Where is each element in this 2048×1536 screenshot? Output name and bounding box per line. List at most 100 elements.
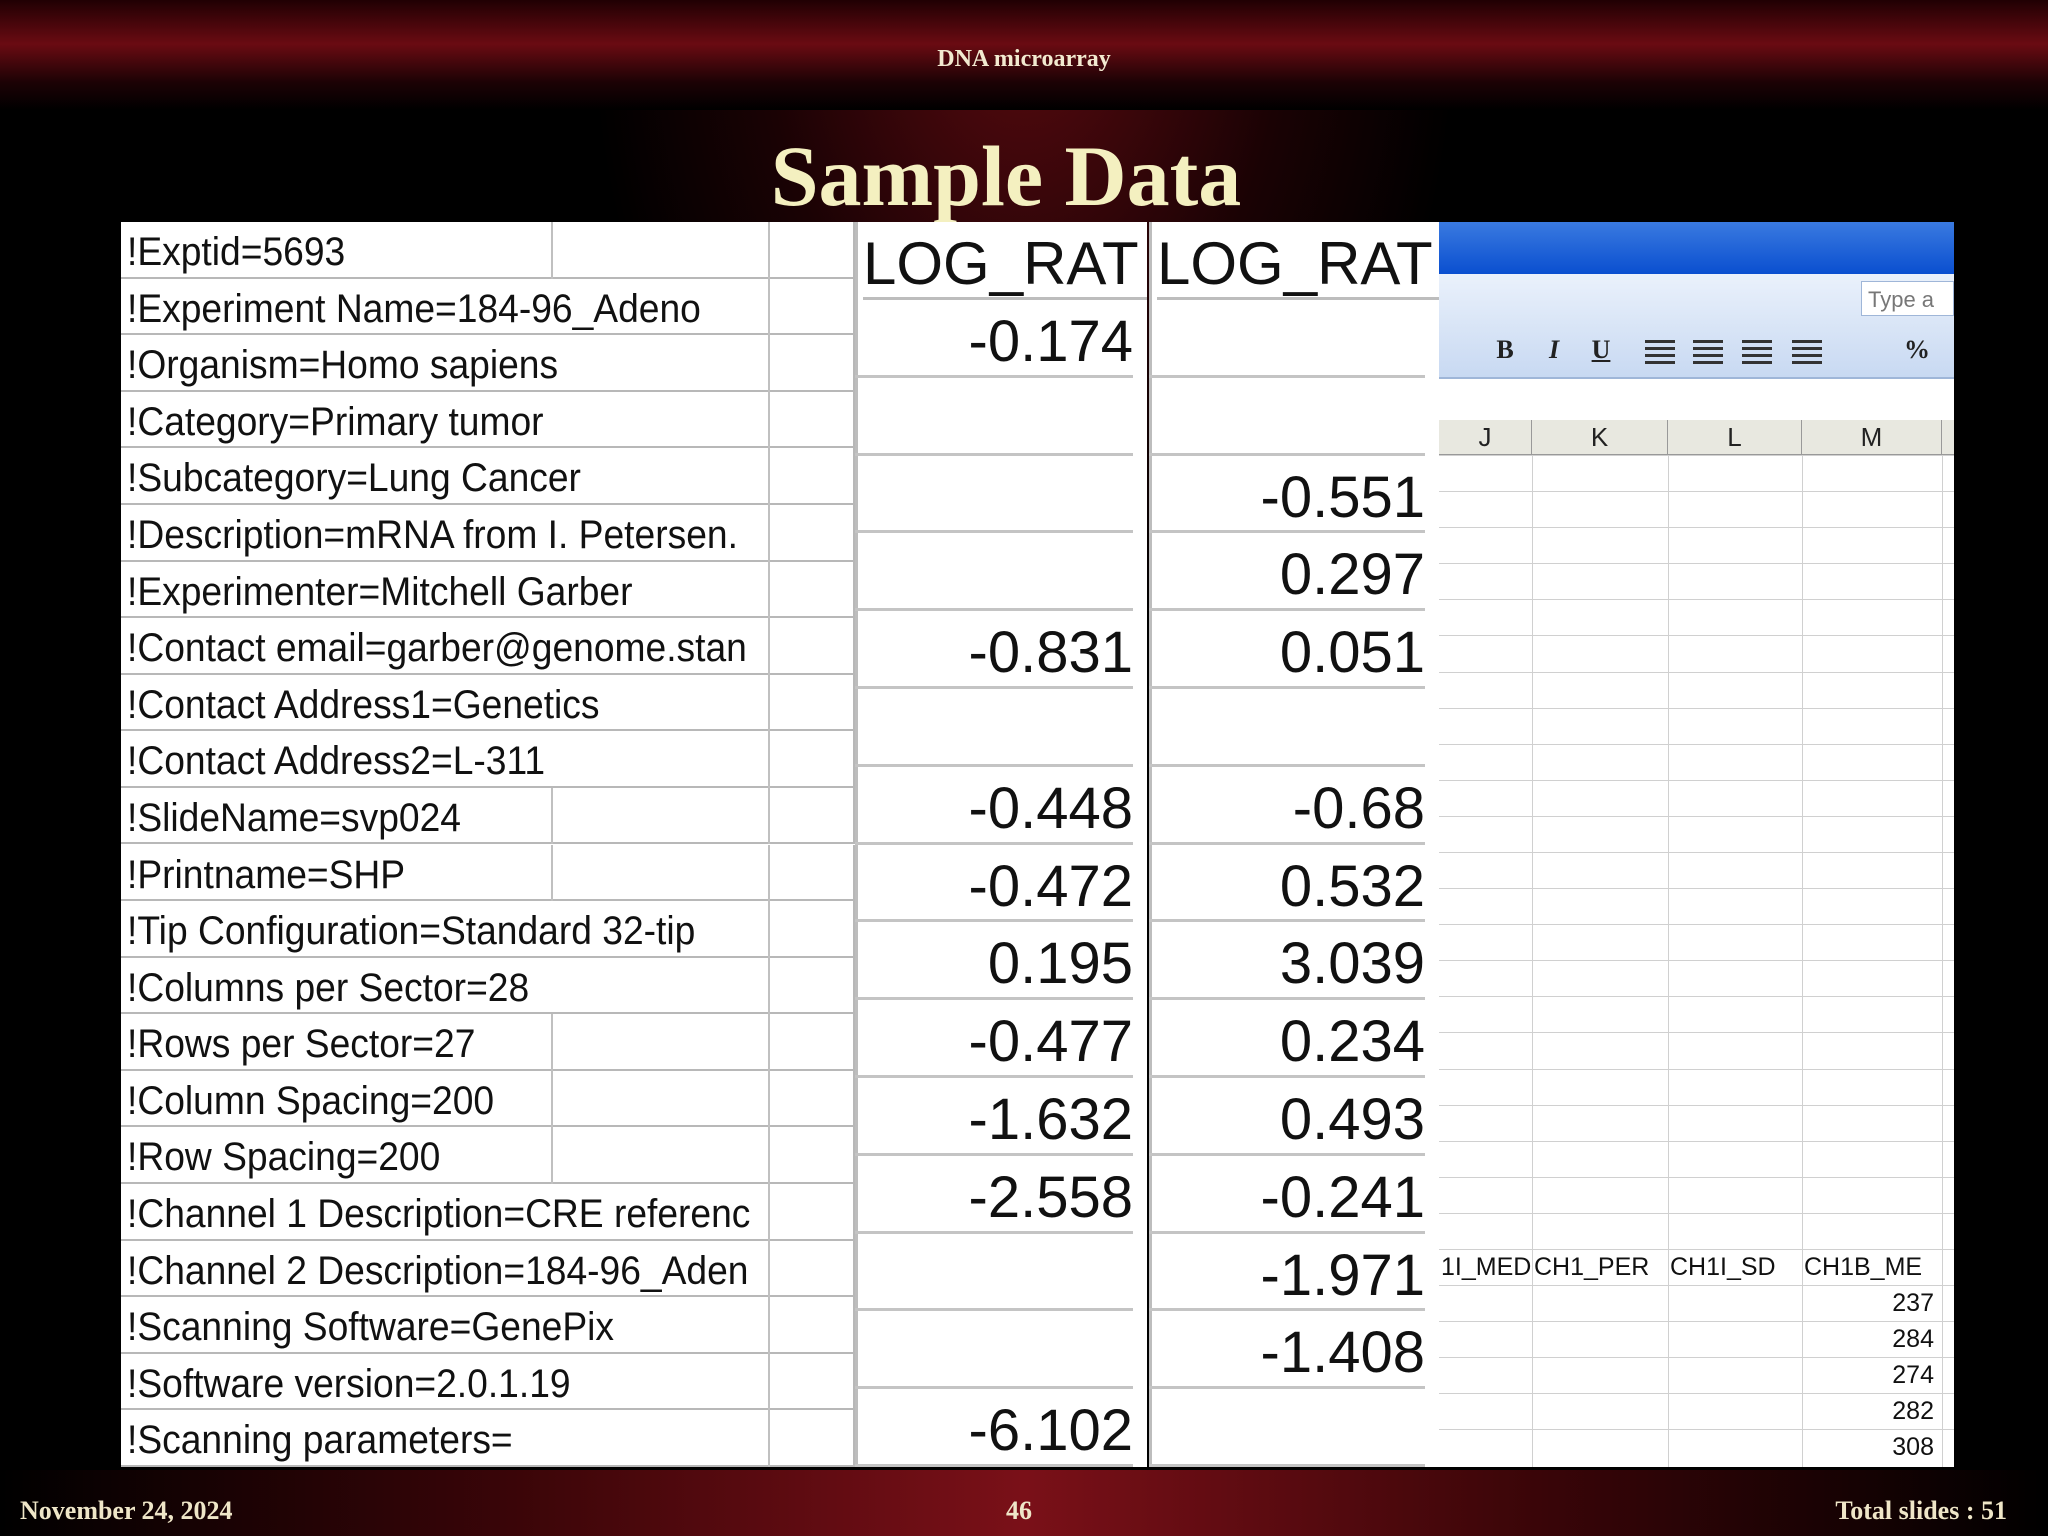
grid-line [1439,1104,1954,1106]
grid-line [768,1184,770,1241]
column-letter: L [1668,420,1802,455]
grid-line [768,391,770,449]
footer-date: November 24, 2024 [20,1496,233,1525]
metadata-row [121,731,855,788]
metadata-row [121,901,855,958]
toolbar-button[interactable]: I [1548,335,1560,364]
grid-line [1439,707,1954,709]
grid-line [1439,1249,1954,1250]
grid-line [768,1014,770,1071]
metadata-row [121,1184,855,1241]
grid-line [768,504,770,562]
grid-line [1439,1429,1954,1431]
metadata-cell: !Row Spacing=200 [127,1135,441,1180]
log-value: -0.448 [855,767,1133,845]
log-value: 0.234 [1149,1000,1425,1078]
column-letter: K [1532,420,1668,455]
grid-line [768,1353,770,1411]
log-value: 0.051 [1149,611,1425,689]
metadata-row [121,391,855,449]
metadata-cell: !Column Spacing=200 [127,1078,495,1123]
metadata-cell: !Rows per Sector=27 [127,1022,476,1067]
log-value: -1.632 [855,1078,1133,1156]
column-letter: J [1439,420,1532,455]
log-value: -1.408 [1149,1311,1425,1390]
grid-line [768,561,770,619]
grid-line [1439,599,1954,601]
slide-title: Sample Data [770,128,1242,224]
metadata-cell: !Channel 2 Description=184-96_Aden [127,1248,749,1293]
grid-line [768,278,770,336]
metadata-row [121,448,855,505]
log-value: 0.532 [1149,845,1425,923]
field-header: CH1_PER [1534,1253,1650,1281]
log-value [855,378,1133,456]
field-header: CH1B_ME [1804,1253,1923,1281]
log-value: -0.551 [1149,456,1425,534]
metadata-cell: !Category=Primary tumor [127,399,544,444]
grid-line [768,1410,770,1467]
grid-line [768,787,770,845]
total-slides: Total slides : 51 [1835,1496,2007,1525]
metadata-cell: !Channel 1 Description=CRE referenc [127,1192,751,1237]
grid-line [1439,1393,1954,1395]
metadata-table [121,222,855,1467]
metadata-cell: !Tip Configuration=Standard 32-tip [127,909,696,954]
grid-line [1439,635,1954,637]
metadata-cell: !Printname=SHP [127,852,406,897]
toolbar-button[interactable]: B [1496,335,1514,364]
metadata-row [121,278,855,336]
metadata-cell: !Description=mRNA from I. Petersen. [127,512,738,557]
slide-number: 46 [1006,1496,1032,1525]
align-icon [1645,340,1675,366]
grid-line [1439,1140,1954,1142]
metadata-row [121,844,855,902]
toolbar-button[interactable]: U [1591,335,1611,364]
metadata-row [121,1353,855,1411]
grid-line [768,222,770,279]
grid-line [1942,455,1943,1467]
log-value [1149,300,1425,378]
metadata-cell: !Experiment Name=184-96_Adeno [127,286,701,331]
log-value [855,456,1133,534]
header-text: DNA microarray [937,46,1111,72]
grid-line [1439,1212,1954,1214]
metadata-row [121,1127,855,1185]
metadata-row [121,957,855,1015]
column-header: LOG_RAT [1157,222,1439,300]
log-value: 3.039 [1149,922,1425,1001]
grid-line [768,448,770,505]
toolbar-button[interactable]: % [1904,335,1930,364]
grid-line [1439,455,1954,456]
cell-value: 284 [1892,1325,1934,1354]
grid-line [768,731,770,788]
align-icon [1792,340,1822,366]
grid-line [551,1070,553,1128]
search-box: Type a [1861,281,1954,316]
log-value [855,1311,1133,1390]
grid-line [551,844,553,902]
align-icon [1693,340,1723,366]
grid-line [1802,455,1803,1467]
metadata-cell: !Scanning parameters= [127,1418,513,1463]
grid-line [768,957,770,1015]
grid-line [551,1127,553,1185]
metadata-row [121,504,855,562]
grid-line [1439,1068,1954,1070]
header-band [0,0,2048,110]
grid-line [1439,852,1954,853]
metadata-cell: !Exptid=5693 [127,230,346,274]
grid-line [768,844,770,902]
grid-line [1439,815,1954,817]
log-value [1149,1389,1425,1467]
grid-line [1439,888,1954,890]
footer-band [0,1470,2048,1536]
grid-line [1439,1321,1954,1323]
log-value: -0.831 [855,611,1133,689]
log-value: -0.477 [855,1000,1133,1078]
metadata-cell: !Columns per Sector=28 [127,965,530,1010]
grid-line [1439,924,1954,926]
grid-line [1439,1032,1954,1034]
metadata-cell: !Scanning Software=GenePix [127,1305,615,1350]
grid-line [1668,455,1669,1467]
